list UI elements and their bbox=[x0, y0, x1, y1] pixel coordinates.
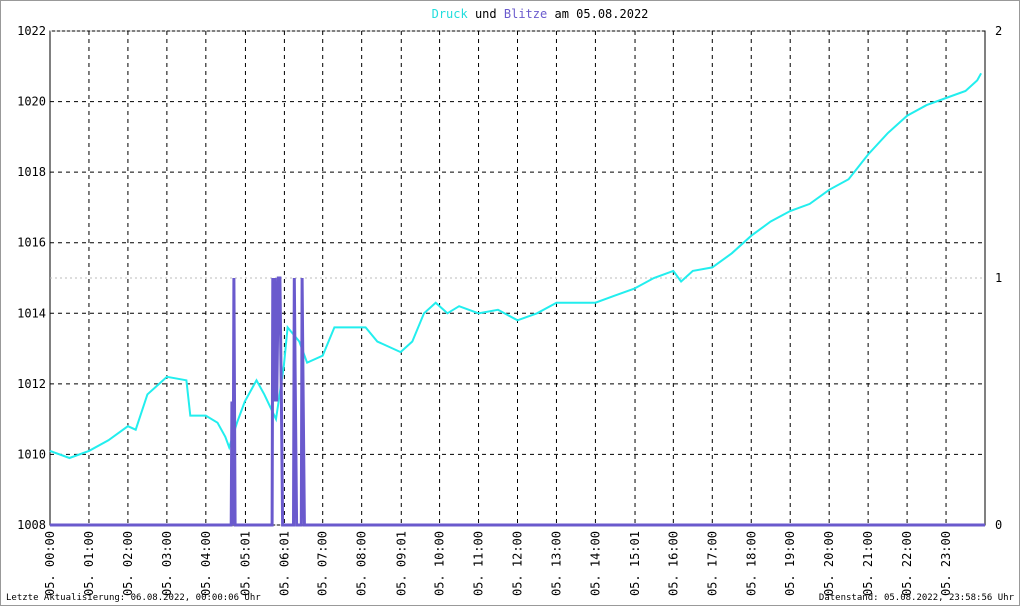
x-tick-label: 05. 19:00 bbox=[783, 531, 797, 596]
x-tick-label: 05. 20:00 bbox=[822, 531, 836, 596]
y2-tick-label: 1 bbox=[995, 271, 1002, 285]
y-tick-label: 1022 bbox=[17, 24, 46, 38]
y2-tick-label: 2 bbox=[995, 24, 1002, 38]
y-tick-label: 1020 bbox=[17, 95, 46, 109]
x-tick-label: 05. 05:01 bbox=[238, 531, 252, 596]
x-tick-label: 05. 00:00 bbox=[43, 531, 57, 596]
y-tick-label: 1010 bbox=[17, 447, 46, 461]
x-tick-label: 05. 16:00 bbox=[666, 531, 680, 596]
x-tick-label: 05. 13:00 bbox=[549, 531, 563, 596]
footer-left: Letzte Aktualisierung: 06.08.2022, 00:00… bbox=[6, 593, 261, 603]
x-tick-label: 05. 01:00 bbox=[82, 531, 96, 596]
x-tick-label: 05. 18:00 bbox=[744, 531, 758, 596]
y-tick-label: 1012 bbox=[17, 377, 46, 391]
y2-tick-label: 0 bbox=[995, 518, 1002, 532]
x-tick-label: 05. 02:00 bbox=[121, 531, 135, 596]
chart-title: Druck und Blitze am 05.08.2022 bbox=[432, 7, 649, 21]
y-tick-label: 1008 bbox=[17, 518, 46, 532]
series-line bbox=[49, 72, 982, 460]
title-date: am 05.08.2022 bbox=[554, 7, 648, 21]
y-tick-label: 1016 bbox=[17, 236, 46, 250]
title-connector: und bbox=[475, 7, 497, 21]
x-tick-label: 05. 23:00 bbox=[939, 531, 953, 596]
title-series-2: Blitze bbox=[504, 7, 547, 21]
title-series-1: Druck bbox=[432, 7, 469, 21]
x-tick-label: 05. 04:00 bbox=[199, 531, 213, 596]
x-tick-label: 05. 22:00 bbox=[900, 531, 914, 596]
x-tick-label: 05. 17:00 bbox=[705, 531, 719, 596]
x-tick-label: 05. 14:00 bbox=[588, 531, 602, 596]
x-tick-label: 05. 07:00 bbox=[316, 531, 330, 596]
x-tick-label: 05. 15:01 bbox=[628, 531, 642, 596]
x-tick-label: 05. 06:01 bbox=[277, 531, 291, 596]
y-tick-label: 1018 bbox=[17, 165, 46, 179]
y-tick-label: 1014 bbox=[17, 306, 46, 320]
x-tick-label: 05. 10:00 bbox=[433, 531, 447, 596]
series-line bbox=[50, 276, 985, 527]
x-tick-label: 05. 08:00 bbox=[355, 531, 369, 596]
x-tick-label: 05. 12:00 bbox=[511, 531, 525, 596]
footer-right: Datenstand: 05.08.2022, 23:58:56 Uhr bbox=[819, 593, 1015, 603]
x-tick-label: 05. 03:00 bbox=[160, 531, 174, 596]
x-tick-label: 05. 21:00 bbox=[861, 531, 875, 596]
x-tick-label: 05. 11:00 bbox=[472, 531, 486, 596]
x-tick-label: 05. 09:01 bbox=[394, 531, 408, 596]
